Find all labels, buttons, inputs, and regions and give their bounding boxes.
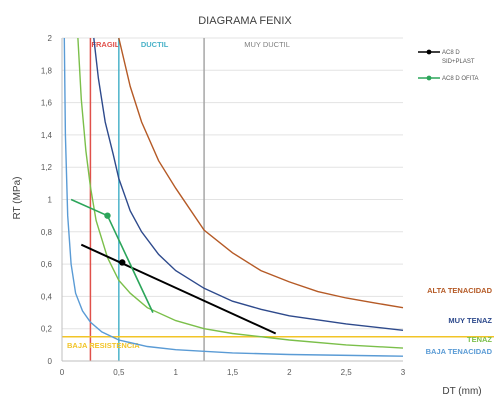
chart-title: DIAGRAMA FENIX xyxy=(198,15,292,27)
y-tick-label: 1,4 xyxy=(41,131,53,140)
reference-curve xyxy=(77,37,404,349)
region-label: DUCTIL xyxy=(141,40,169,49)
y-tick-label: 1,6 xyxy=(41,99,53,108)
reference-curve xyxy=(63,37,404,357)
x-tick-label: 2,5 xyxy=(341,368,353,377)
y-tick-label: 0 xyxy=(48,357,53,366)
x-tick-label: 1,5 xyxy=(227,368,239,377)
region-label: FRAGIL xyxy=(91,40,119,49)
x-tick-label: 2 xyxy=(287,368,292,377)
y-tick-label: 0,2 xyxy=(41,325,53,334)
legend-marker xyxy=(426,49,432,55)
legend-marker xyxy=(426,75,432,81)
legend-label: AC8 D xyxy=(442,50,460,56)
series-line xyxy=(80,243,277,335)
series-line xyxy=(70,198,154,313)
y-tick-label: 1,2 xyxy=(41,163,53,172)
reference-curve-label: TENAZ xyxy=(467,335,492,344)
x-tick-label: 3 xyxy=(401,368,406,377)
reference-curve-label: ALTA TENACIDAD xyxy=(427,286,492,295)
grid-layer xyxy=(62,37,403,330)
y-tick-label: 0,6 xyxy=(41,260,53,269)
reference-curve-label: MUY TENAZ xyxy=(448,316,492,325)
x-tick-label: 1 xyxy=(173,368,178,377)
reference-curves-layer: FRAGIL DUCTIL MUY DUCTIL BAJA RESISTENCIA AL… xyxy=(62,37,494,361)
y-tick-label: 0,8 xyxy=(41,228,53,237)
y-axis-label: RT (MPa) xyxy=(12,177,23,220)
y-tick-label: 1 xyxy=(48,196,53,205)
series-layer xyxy=(70,198,277,335)
reference-curve xyxy=(93,37,404,331)
legend: AC8 D SID+PLAST AC8 D OFITA xyxy=(418,49,479,82)
region-label: MUY DUCTIL xyxy=(244,40,290,49)
y-tick-label: 2 xyxy=(48,34,53,43)
reference-curve-label: BAJA TENACIDAD xyxy=(426,347,493,356)
x-tick-label: 0 xyxy=(60,368,65,377)
x-axis-label: DT (mm) xyxy=(442,386,481,397)
axes-layer: 0 0,2 0,4 0,6 0,8 1 1,2 1,4 1,6 1,8 2 0 0,5 1 1,5 2 2,5 3 xyxy=(41,34,406,377)
legend-label: AC8 D OFITA xyxy=(442,76,479,82)
threshold-label: BAJA RESISTENCIA xyxy=(67,341,140,350)
x-tick-label: 0,5 xyxy=(113,368,125,377)
legend-label: SID+PLAST xyxy=(442,59,475,65)
y-tick-label: 0,4 xyxy=(41,292,53,301)
y-tick-label: 1,8 xyxy=(41,66,53,75)
series-point xyxy=(119,259,126,266)
series-point xyxy=(104,212,111,219)
reference-curve xyxy=(118,37,404,309)
